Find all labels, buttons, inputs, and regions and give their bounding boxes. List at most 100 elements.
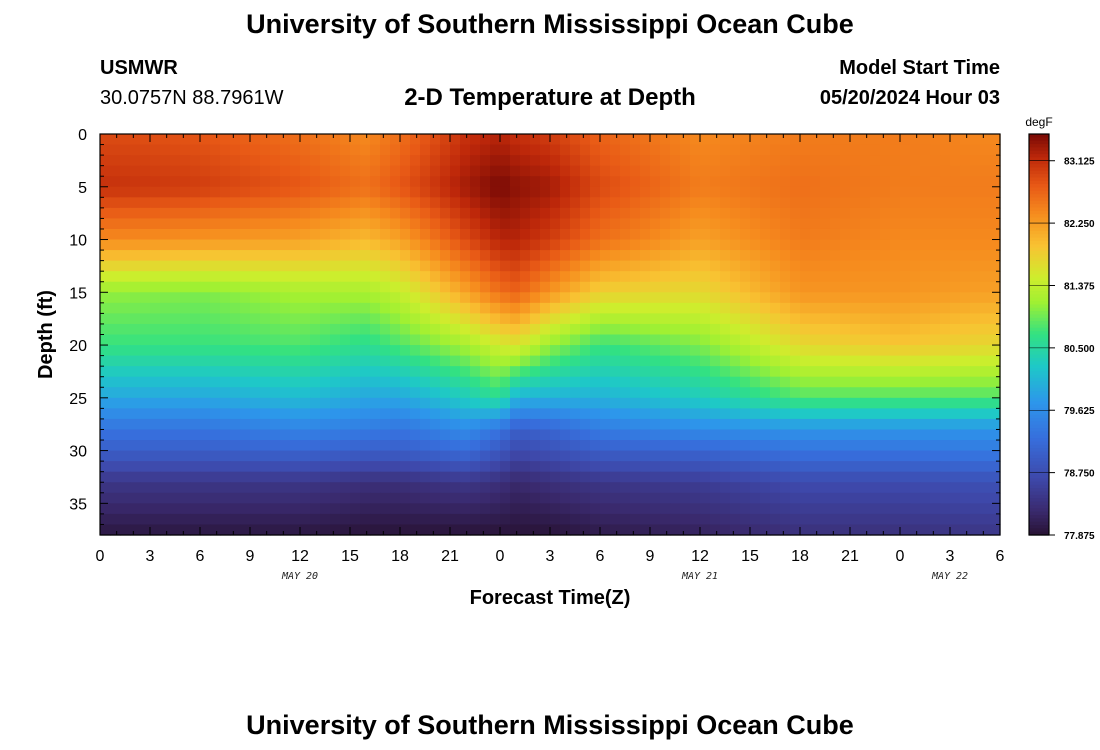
heatmap-cell (780, 144, 791, 156)
heatmap-cell (470, 397, 481, 409)
heatmap-cell (120, 144, 131, 156)
heatmap-cell (240, 218, 251, 230)
heatmap-cell (280, 176, 291, 188)
heatmap-cell (940, 281, 951, 293)
heatmap-cell (470, 323, 481, 336)
heatmap-cell (730, 281, 741, 293)
heatmap-cell (990, 492, 1001, 504)
heatmap-cell (950, 334, 961, 346)
heatmap-cell (880, 503, 891, 515)
colorbar-band (1029, 474, 1049, 479)
heatmap-cell (520, 207, 531, 220)
heatmap-cell (790, 355, 801, 367)
heatmap-cell (690, 397, 701, 409)
heatmap-cell (330, 228, 341, 241)
heatmap-cell (280, 239, 291, 251)
heatmap-cell (240, 503, 251, 515)
heatmap-cell (160, 429, 171, 441)
heatmap-cell (180, 281, 191, 293)
heatmap-cell (130, 134, 141, 146)
heatmap-cell (750, 271, 761, 283)
heatmap-cell (170, 134, 181, 146)
heatmap-cell (840, 313, 851, 325)
heatmap-cell (900, 408, 911, 420)
heatmap-cell (160, 134, 171, 146)
heatmap-cell (190, 271, 201, 283)
heatmap-cell (270, 271, 281, 283)
heatmap-cell (790, 218, 801, 230)
heatmap-cell (980, 397, 991, 409)
heatmap-cell (220, 513, 231, 526)
heatmap-cell (870, 292, 881, 304)
heatmap-cell (350, 355, 361, 367)
heatmap-cell (490, 524, 501, 536)
heatmap-cell (500, 197, 511, 209)
heatmap-cell (820, 218, 831, 230)
heatmap-cell (610, 482, 621, 494)
heatmap-cell (790, 323, 801, 336)
heatmap-cell (940, 165, 951, 177)
heatmap-cell (350, 292, 361, 304)
heatmap-cell (380, 376, 391, 388)
heatmap-cell (240, 176, 251, 188)
heatmap-cell (880, 155, 891, 167)
heatmap-cell (660, 207, 671, 220)
colorbar-band (1029, 531, 1049, 536)
heatmap-cell (770, 250, 781, 262)
heatmap-cell (250, 492, 261, 504)
heatmap-cell (850, 250, 861, 262)
heatmap-cell (570, 144, 581, 156)
heatmap-cell (740, 440, 751, 452)
heatmap-cell (630, 302, 641, 314)
heatmap-cell (100, 302, 111, 314)
heatmap-cell (910, 239, 921, 251)
heatmap-cell (800, 482, 811, 494)
heatmap-cell (910, 155, 921, 167)
heatmap-cell (280, 366, 291, 378)
heatmap-cell (510, 165, 521, 177)
heatmap-cell (480, 176, 491, 188)
heatmap-cell (840, 492, 851, 504)
heatmap-cell (930, 176, 941, 188)
heatmap-cell (120, 408, 131, 420)
colorbar-band (1029, 367, 1049, 372)
heatmap-cell (260, 144, 271, 156)
heatmap-cell (100, 387, 111, 399)
heatmap-cell (580, 366, 591, 378)
heatmap-cell (900, 355, 911, 367)
heatmap-cell (230, 313, 241, 325)
heatmap-cell (860, 281, 871, 293)
heatmap-cell (230, 366, 241, 378)
heatmap-cell (430, 176, 441, 188)
x-tick-label: 15 (741, 548, 759, 565)
heatmap-cell (930, 408, 941, 420)
heatmap-cell (450, 461, 461, 473)
heatmap-cell (830, 239, 841, 251)
footer-title: University of Southern Mississippi Ocean… (246, 710, 854, 740)
heatmap-cell (640, 503, 651, 515)
heatmap-cell (360, 376, 371, 388)
heatmap-cell (690, 408, 701, 420)
heatmap-cell (700, 387, 711, 399)
heatmap-cell (360, 250, 371, 262)
heatmap-cell (470, 492, 481, 504)
heatmap-cell (780, 429, 791, 441)
heatmap-cell (140, 165, 151, 177)
heatmap-cell (400, 387, 411, 399)
heatmap-cell (690, 228, 701, 241)
heatmap-cell (570, 302, 581, 314)
heatmap-cell (580, 524, 591, 536)
heatmap-cell (950, 408, 961, 420)
heatmap-cell (320, 281, 331, 293)
heatmap-cell (250, 271, 261, 283)
heatmap-cell (590, 387, 601, 399)
heatmap-cell (300, 271, 311, 283)
heatmap-cell (660, 471, 671, 483)
heatmap-cell (450, 355, 461, 367)
heatmap-cell (930, 313, 941, 325)
heatmap-cell (530, 144, 541, 156)
heatmap-cell (190, 218, 201, 230)
heatmap-cell (810, 197, 821, 209)
heatmap-cell (980, 503, 991, 515)
heatmap-cell (880, 302, 891, 314)
